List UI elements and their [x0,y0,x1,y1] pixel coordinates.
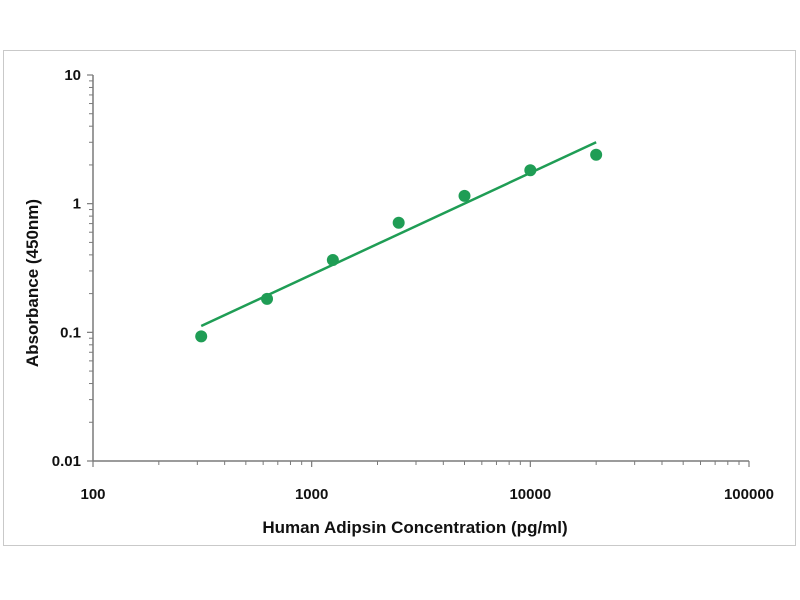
data-point [458,189,471,202]
y-axis-title: Absorbance (450nm) [23,199,42,367]
y-tick-label: 0.01 [52,453,81,470]
data-point [261,292,274,305]
y-tick-label: 1 [73,196,81,213]
data-point [524,164,537,177]
x-axis-title: Human Adipsin Concentration (pg/ml) [262,518,567,537]
x-tick-label: 100000 [724,486,774,503]
x-tick-label: 100 [80,486,105,503]
y-tick-label: 10 [64,67,81,84]
x-tick-label: 10000 [509,486,551,503]
x-tick-label: 1000 [295,486,328,503]
trendline [200,141,597,328]
data-point [590,148,603,161]
y-tick-label: 0.1 [60,324,81,341]
plot-marks [195,141,603,343]
data-point [392,216,405,229]
data-point [195,330,208,343]
data-point [326,253,339,266]
axes: 100 1000 10000 100000 10 1 0.1 0.01 [52,67,774,503]
chart-frame [3,50,796,546]
